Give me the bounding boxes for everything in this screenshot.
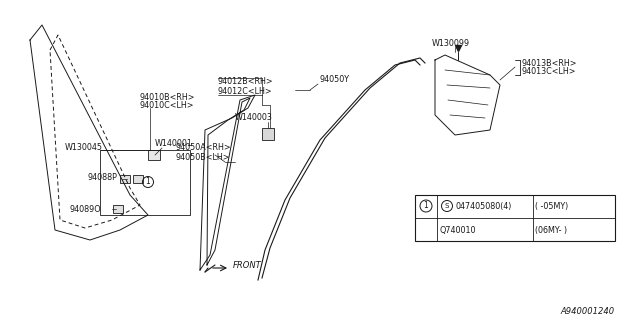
- Text: ( -05MY): ( -05MY): [535, 202, 568, 211]
- Bar: [415, 195, 615, 241]
- Text: 94013B<RH>: 94013B<RH>: [522, 59, 577, 68]
- Text: 94012C<LH>: 94012C<LH>: [218, 86, 273, 95]
- Text: 94012B<RH>: 94012B<RH>: [218, 77, 274, 86]
- Bar: [120, 175, 130, 183]
- Bar: [133, 175, 143, 183]
- Text: 94013C<LH>: 94013C<LH>: [522, 68, 577, 76]
- Bar: [113, 205, 123, 213]
- Text: W140003: W140003: [235, 114, 273, 123]
- Text: W140001: W140001: [155, 139, 193, 148]
- Bar: [100, 150, 190, 215]
- Text: 94050B<LH>: 94050B<LH>: [175, 153, 230, 162]
- Text: 94088P: 94088P: [88, 172, 118, 181]
- Bar: [262, 128, 274, 140]
- Text: W130045: W130045: [65, 143, 103, 153]
- Text: W130099: W130099: [432, 38, 470, 47]
- Text: 1: 1: [424, 202, 428, 211]
- Text: Q740010: Q740010: [439, 226, 476, 235]
- Text: 94050A<RH>: 94050A<RH>: [175, 143, 230, 153]
- Text: 94089O: 94089O: [70, 205, 102, 214]
- Text: S: S: [445, 203, 449, 209]
- Text: (06MY- ): (06MY- ): [535, 226, 567, 235]
- Text: 1: 1: [146, 178, 150, 187]
- Text: 94010C<LH>: 94010C<LH>: [140, 101, 195, 110]
- Text: A940001240: A940001240: [560, 308, 614, 316]
- Text: 047405080(4): 047405080(4): [455, 202, 511, 211]
- Bar: [148, 150, 160, 160]
- Text: 94050Y: 94050Y: [320, 76, 350, 84]
- Text: FRONT: FRONT: [233, 260, 262, 269]
- Text: 94010B<RH>: 94010B<RH>: [140, 92, 195, 101]
